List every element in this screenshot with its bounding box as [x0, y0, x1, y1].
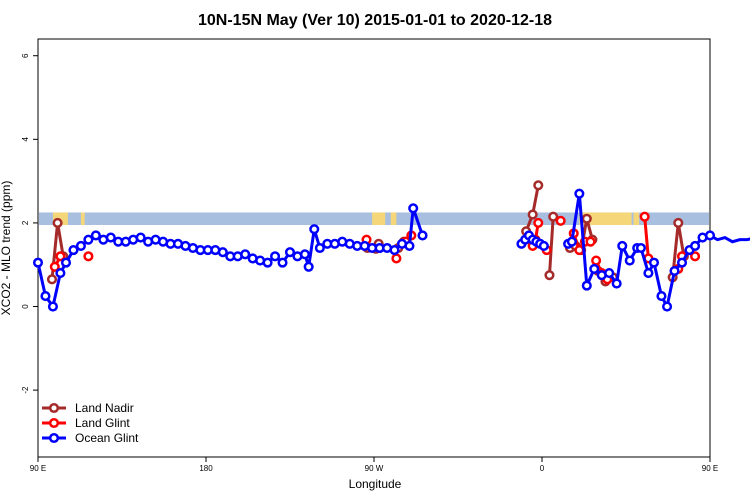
data-point: [83, 251, 94, 262]
data-point: [404, 240, 415, 251]
band-land-2: [372, 212, 386, 226]
y-tick-label: 6: [21, 53, 30, 58]
data-point: [389, 245, 400, 256]
legend-marker: [48, 402, 60, 414]
y-axis: -2 0 2 4 6: [21, 53, 38, 394]
band-layer: [39, 212, 709, 226]
data-point: [391, 253, 402, 264]
data-point: [544, 270, 555, 281]
data-point: [55, 268, 66, 279]
x-tick-label: 0: [540, 464, 545, 473]
data-point: [40, 291, 51, 302]
data-point: [55, 251, 66, 262]
data-point: [581, 280, 592, 291]
y-tick-label: 0: [21, 304, 30, 309]
data-point: [538, 240, 549, 251]
data-point: [635, 242, 646, 254]
chart-title: 10N-15N May (Ver 10) 2015-01-01 to 2020-…: [198, 12, 552, 29]
data-point: [690, 251, 701, 262]
data-point: [262, 257, 273, 268]
y-axis-label: XCO2 - MLO trend (ppm): [0, 181, 13, 316]
data-point: [591, 255, 602, 266]
legend-label: Land Nadir: [75, 401, 134, 415]
data-point: [47, 301, 58, 312]
data-point: [566, 236, 577, 247]
data-point: [548, 211, 559, 222]
y-tick-label: -2: [21, 386, 30, 394]
data-point: [217, 247, 228, 258]
x-tick-label: 90 W: [365, 464, 384, 473]
data-point: [690, 240, 701, 251]
band-land-5: [633, 212, 640, 226]
band-land-3: [390, 212, 397, 226]
data-point: [408, 203, 419, 214]
y-tick-label: 2: [21, 220, 30, 225]
data-point: [309, 224, 320, 235]
data-point: [669, 265, 680, 277]
data-point: [52, 217, 63, 228]
data-point: [611, 278, 622, 289]
data-point: [624, 255, 635, 266]
data-point: [617, 240, 628, 251]
data-point: [676, 257, 688, 268]
legend-marker: [48, 432, 60, 444]
data-point: [581, 213, 592, 224]
x-tick-label: 90 E: [30, 464, 46, 473]
data-point: [574, 188, 585, 199]
data-point: [417, 230, 428, 241]
x-tick-label: 180: [199, 464, 213, 473]
y-tick-label: 4: [21, 137, 30, 142]
data-point: [105, 232, 116, 243]
data-point: [135, 232, 146, 243]
data-point: [656, 291, 667, 302]
data-point: [303, 261, 314, 272]
data-point: [75, 240, 86, 251]
data-point: [83, 234, 94, 245]
data-point: [648, 257, 660, 268]
legend-marker: [48, 417, 60, 429]
data-point: [533, 217, 544, 228]
data-point: [240, 249, 251, 260]
data-point: [673, 217, 684, 228]
data-point: [574, 245, 585, 256]
data-point: [60, 257, 72, 268]
data-point: [533, 180, 544, 191]
series-layer: [32, 180, 750, 312]
data-point: [277, 257, 288, 268]
x-axis: 90 E 180 90 W 0 90 E: [30, 457, 718, 473]
series-line: [643, 216, 650, 259]
legend-label: Land Glint: [75, 416, 130, 430]
data-point: [68, 245, 79, 256]
data-point: [46, 274, 58, 285]
x-axis-label: Longitude: [349, 477, 402, 491]
band-land-4: [579, 212, 632, 226]
data-point: [604, 268, 615, 279]
data-point: [299, 249, 310, 260]
data-point: [284, 247, 296, 258]
series-line: [567, 193, 750, 311]
data-point: [527, 209, 538, 220]
legend-label: Ocean Glint: [75, 431, 139, 445]
series-ocean-glint: [32, 188, 750, 312]
data-point: [49, 261, 60, 272]
x-tick-label: 90 E: [702, 464, 718, 473]
data-point: [270, 251, 281, 262]
data-point: [704, 230, 716, 241]
data-point: [90, 230, 101, 241]
data-point: [643, 268, 654, 279]
data-point: [32, 257, 44, 268]
data-point: [589, 263, 600, 274]
data-point: [639, 211, 650, 222]
band-land-1: [80, 212, 85, 226]
data-point: [555, 215, 566, 226]
data-point: [585, 236, 596, 247]
data-point: [314, 242, 325, 254]
series-line: [547, 216, 555, 276]
data-point: [662, 301, 673, 312]
